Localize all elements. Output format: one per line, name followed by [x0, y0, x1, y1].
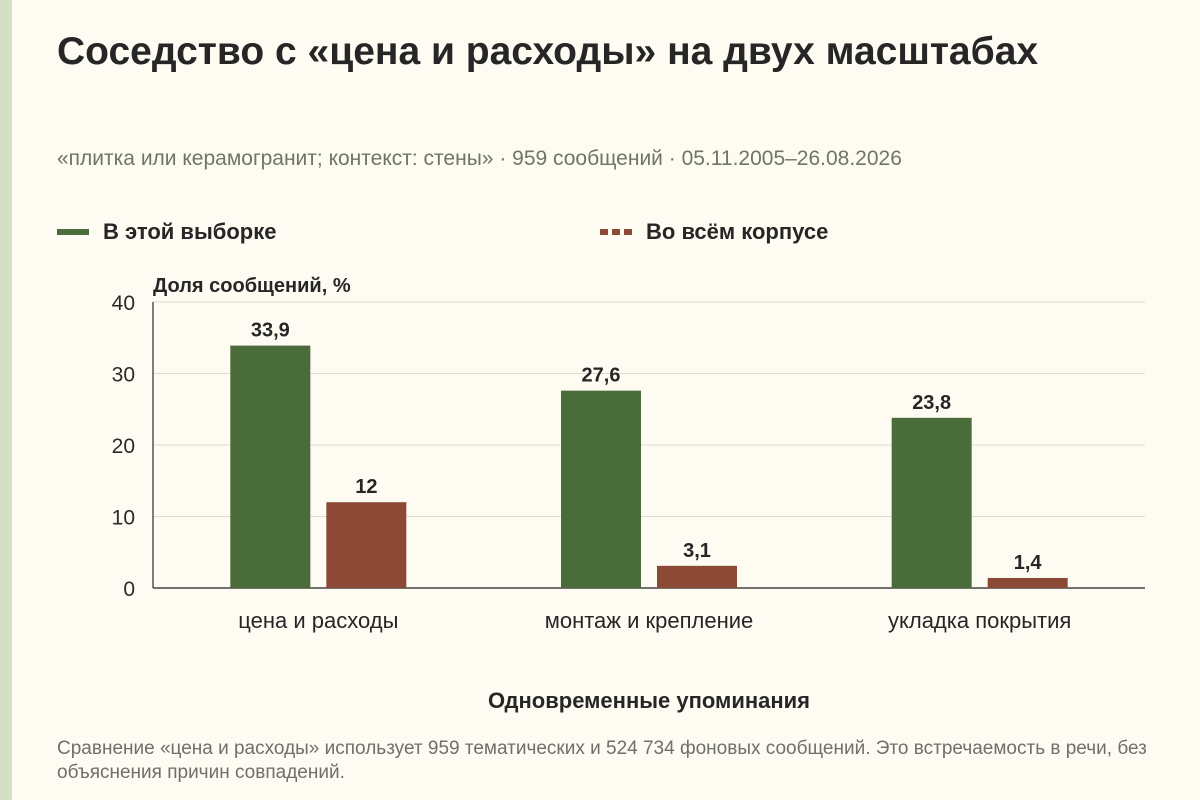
y-tick-label: 0: [123, 578, 135, 601]
footnote: Сравнение «цена и расходы» использует 95…: [57, 738, 1147, 783]
legend-item-sample: В этой выборке: [57, 218, 276, 246]
legend-item-corpus: Во всём корпусе: [600, 218, 828, 246]
data-label: 1,4: [1014, 552, 1043, 574]
accent-strip: [0, 0, 12, 800]
bar: [657, 565, 737, 588]
chart-subtitle: «плитка или керамогранит; контекст: стен…: [57, 147, 902, 170]
bar-chart: 0 10 20 30 40 Доля сообщений, % 33,9 12 цена и р…: [112, 275, 1145, 713]
x-tick-label: монтаж и крепление: [545, 608, 754, 633]
y-axis-label: Доля сообщений, %: [153, 275, 351, 297]
data-label: 27,6: [582, 365, 621, 387]
x-tick-label: укладка покрытия: [888, 608, 1071, 633]
data-label: 3,1: [683, 540, 711, 562]
data-label: 23,8: [912, 392, 951, 414]
bar: [987, 577, 1068, 588]
bar: [326, 502, 407, 588]
legend-swatch-sample: [57, 229, 89, 235]
legend-swatch-corpus: [600, 229, 632, 235]
y-tick-label: 30: [112, 364, 135, 387]
x-tick-label: цена и расходы: [238, 608, 398, 633]
legend-label-corpus: Во всём корпусе: [646, 219, 829, 244]
data-label: 33,9: [251, 320, 290, 342]
data-label: 12: [355, 476, 377, 498]
bar: [891, 417, 972, 588]
y-tick-label: 10: [112, 507, 135, 530]
y-tick-label: 20: [112, 435, 135, 458]
legend-label-sample: В этой выборке: [103, 219, 277, 244]
chart-title: Соседство с «цена и расходы» на двух мас…: [57, 30, 1039, 73]
bar: [230, 345, 311, 588]
x-axis-label: Одновременные упоминания: [488, 688, 810, 713]
y-tick-label: 40: [112, 292, 135, 315]
bar: [561, 390, 641, 588]
